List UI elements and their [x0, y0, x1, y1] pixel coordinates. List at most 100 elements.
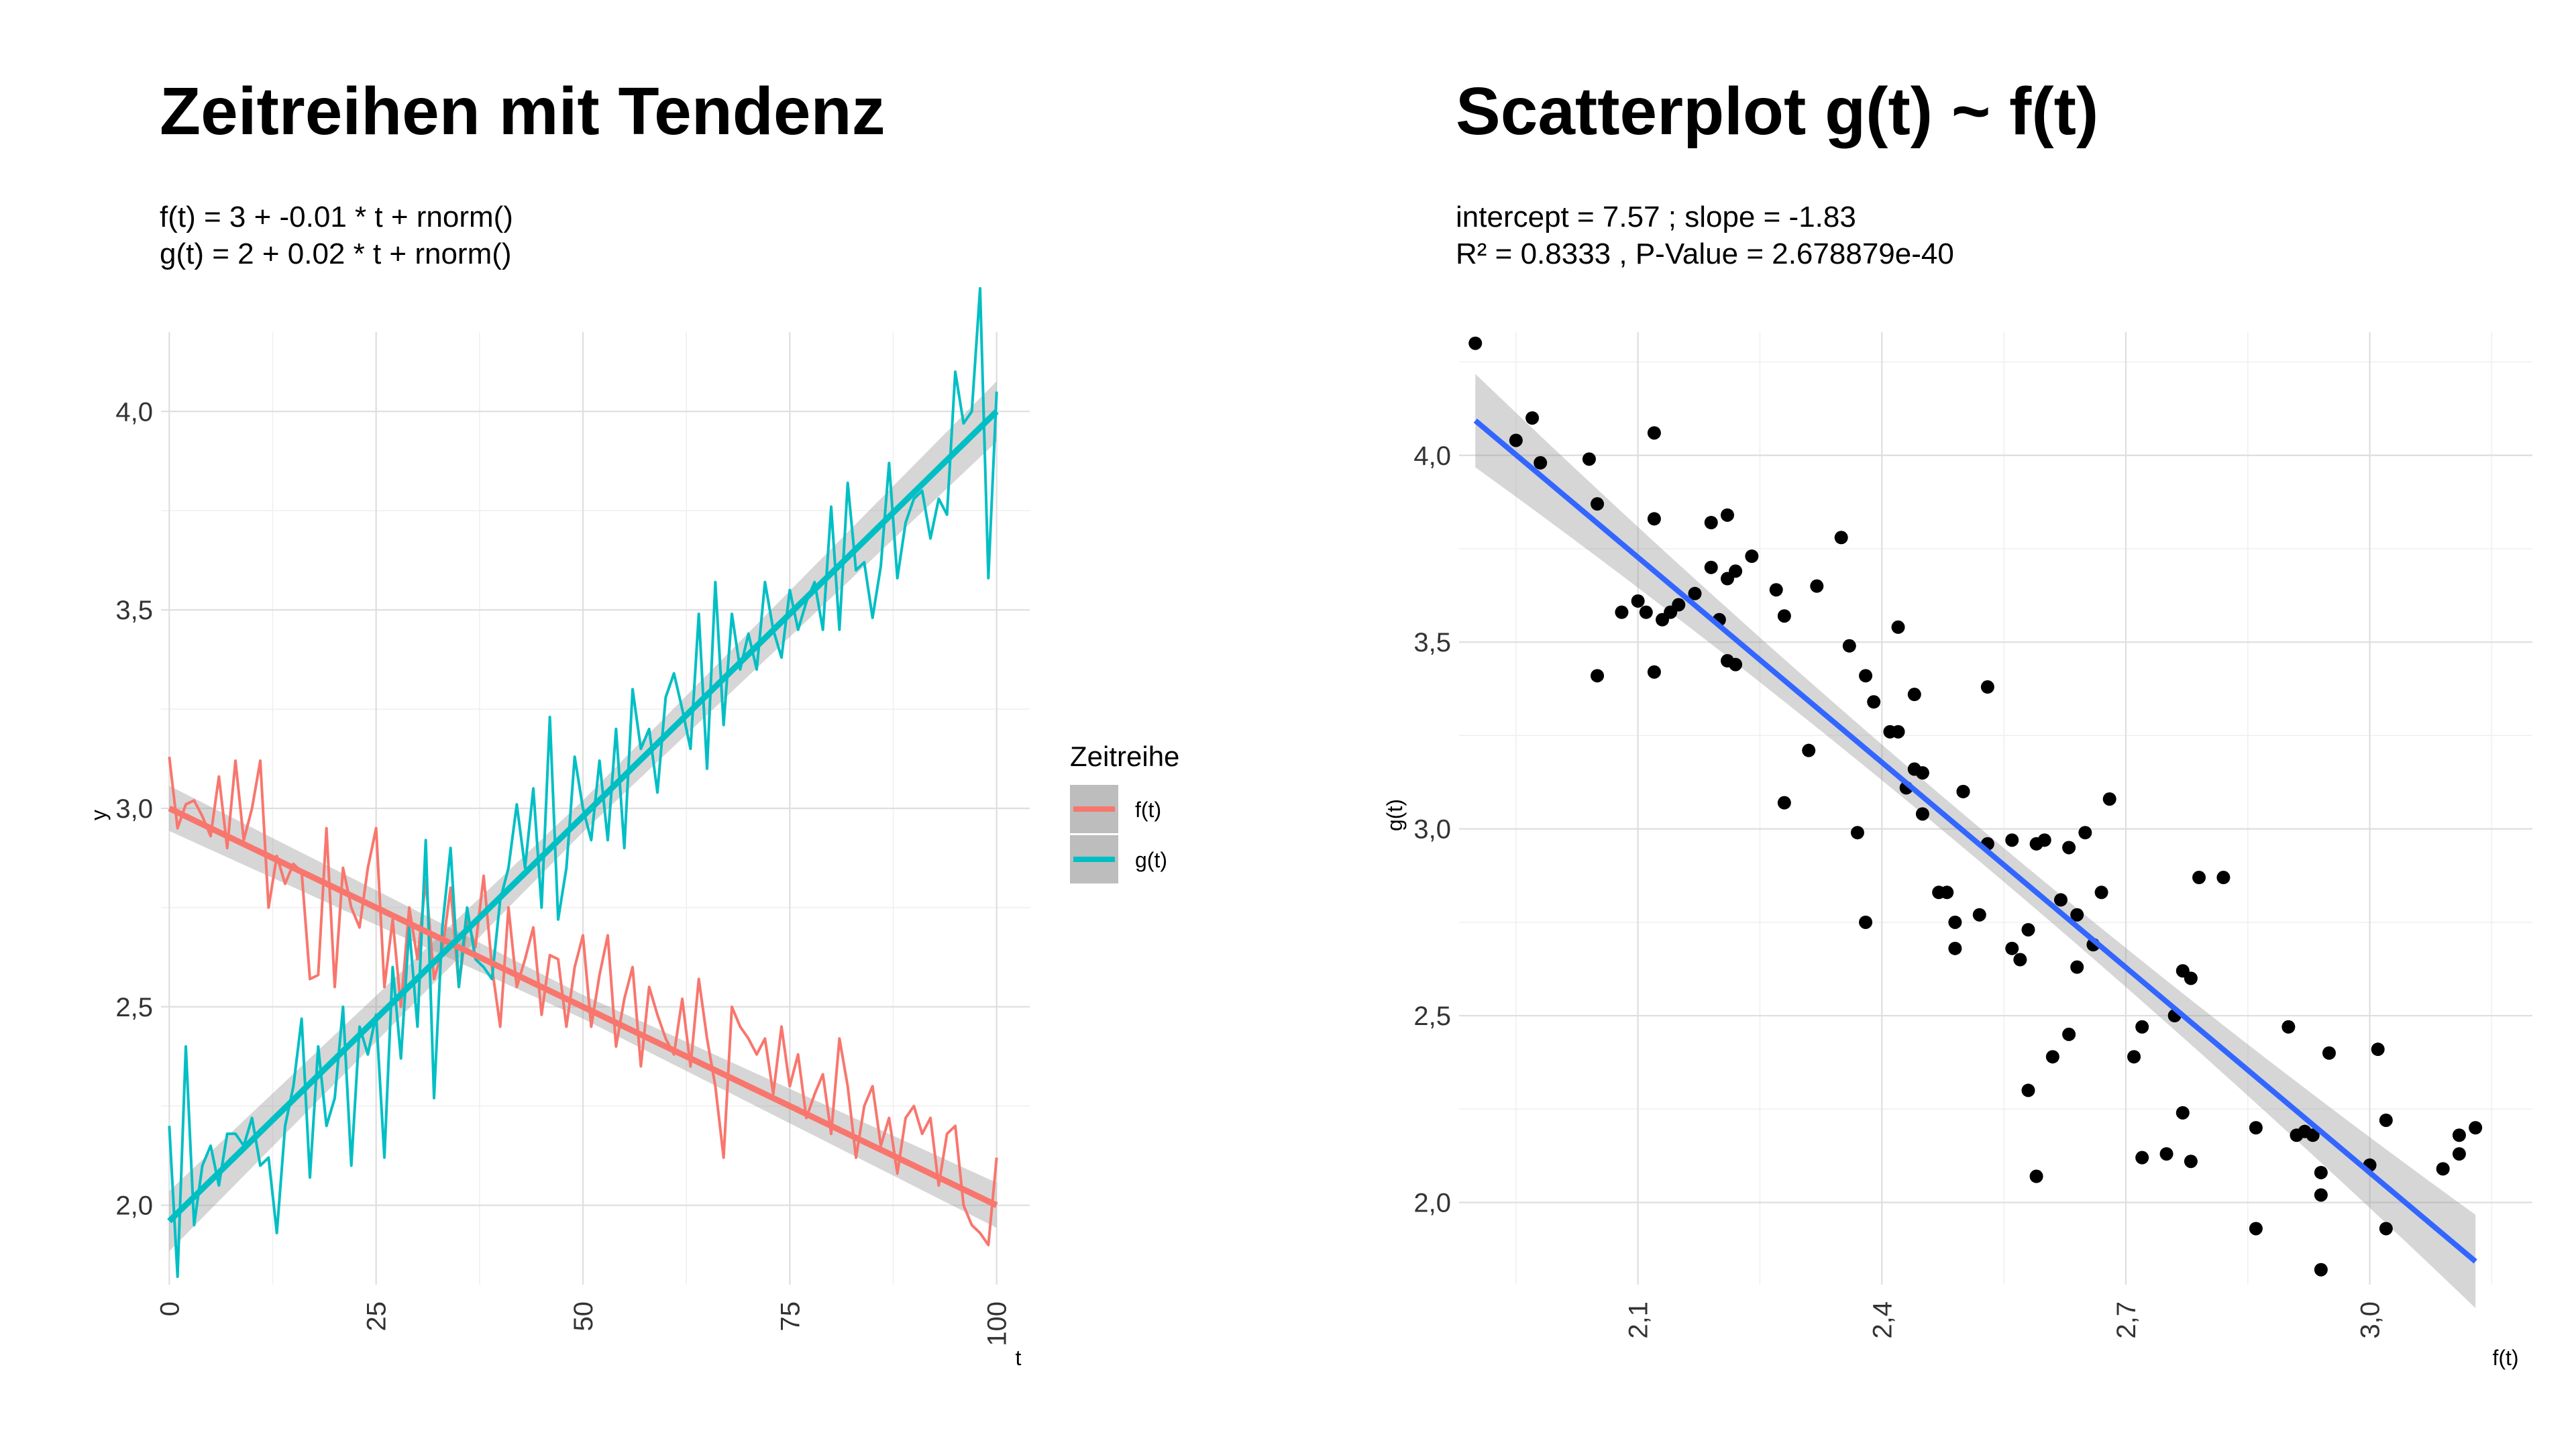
left-chart-trend-lines [167, 409, 999, 1224]
scatter-point [1688, 586, 1702, 600]
scatter-point [2184, 1155, 2198, 1169]
scatter-point [2249, 1121, 2263, 1135]
scatter-point [2306, 1128, 2320, 1142]
scatter-point [1891, 724, 1905, 739]
y-tick-label: 3,5 [115, 596, 153, 625]
scatter-point [2184, 971, 2198, 985]
scatter-point [2029, 1169, 2043, 1183]
trend-line-g [167, 409, 999, 1224]
scatter-point [1867, 695, 1881, 709]
scatter-point [1891, 620, 1905, 634]
scatter-point [1745, 549, 1759, 564]
scatter-point [2021, 1083, 2035, 1097]
left-chart-y-tick-labels: 2,0 2,5 3,0 3,5 4,0 [115, 397, 153, 1220]
legend-title: Zeitreihe [1070, 741, 1179, 772]
scatter-point [2314, 1188, 2328, 1202]
scatter-point [2045, 1050, 2059, 1064]
scatter-point [1915, 807, 1929, 821]
scatter-point [2371, 1042, 2385, 1057]
scatter-point [2282, 1020, 2296, 1034]
scatter-point [1704, 516, 1718, 529]
scatter-point [1729, 564, 1743, 578]
scatter-point [2314, 1165, 2328, 1179]
scatter-point [1468, 336, 1483, 350]
left-chart-x-tick-labels: 0 25 50 75 100 [155, 1301, 1012, 1346]
left-chart-legend: Zeitreihe f(t) g(t) [1070, 741, 1179, 883]
left-chart-subtitle-line-2: g(t) = 2 + 0.02 * t + rnorm() [160, 237, 512, 270]
scatter-point [2013, 953, 2027, 967]
left-chart-title: Zeitreihen mit Tendenz [160, 74, 885, 149]
scatter-point [1509, 433, 1523, 447]
legend-entry-f: f(t) [1070, 785, 1161, 833]
y-tick-label: 3,0 [115, 794, 153, 824]
series-line-g [168, 286, 998, 1279]
right-chart-subtitle-line-1: intercept = 7.57 ; slope = -1.83 [1456, 201, 1856, 233]
scatter-point [2379, 1222, 2393, 1236]
scatter-point [1859, 669, 1873, 683]
scatter-point [2159, 1147, 2174, 1161]
x-tick-label: 25 [362, 1301, 392, 1332]
scatter-point [2176, 1106, 2190, 1120]
y-tick-label: 2,0 [1413, 1188, 1451, 1218]
scatter-point [1631, 594, 1645, 608]
scatter-point [1915, 766, 1929, 780]
x-tick-label: 0 [155, 1301, 184, 1316]
scatter-point [1948, 915, 1962, 929]
scatter-point [2192, 871, 2206, 885]
scatter-point [2062, 841, 2076, 855]
scatter-point [1647, 665, 1661, 679]
scatter-point [1777, 796, 1791, 810]
scatter-point [1907, 688, 1921, 702]
left-chart-y-axis-label: y [87, 810, 111, 820]
scatter-point [1525, 411, 1540, 425]
y-tick-label: 2,0 [115, 1191, 153, 1221]
scatter-point [1777, 609, 1791, 623]
right-chart-y-tick-labels: 2,0 2,5 3,0 3,5 4,0 [1413, 441, 1451, 1218]
scatter-point [1534, 455, 1548, 470]
scatter-point [2216, 871, 2231, 885]
y-tick-label: 3,0 [1413, 815, 1451, 845]
right-chart-fit-line [1473, 418, 2477, 1264]
scatter-point [1647, 426, 1661, 440]
scatter-point [2021, 922, 2035, 936]
y-tick-label: 4,0 [115, 397, 153, 427]
x-tick-label: 3,0 [2356, 1301, 2385, 1339]
scatter-point [1850, 826, 1864, 840]
legend-label-g: g(t) [1135, 848, 1167, 872]
right-chart-x-tick-labels: 2,1 2,4 2,7 3,0 [1624, 1301, 2385, 1339]
scatter-point [1834, 531, 1848, 545]
x-tick-label: 2,4 [1868, 1301, 1897, 1339]
y-tick-label: 4,0 [1413, 441, 1451, 471]
right-chart-title: Scatterplot g(t) ~ f(t) [1456, 74, 2098, 149]
scatter-point [2469, 1121, 2483, 1135]
scatter-point [2452, 1147, 2466, 1161]
scatter-chart: Scatterplot g(t) ~ f(t) intercept = 7.57… [1383, 74, 2532, 1370]
scatter-point [2314, 1263, 2328, 1277]
x-tick-label: 75 [775, 1301, 805, 1332]
x-tick-label: 50 [569, 1301, 598, 1332]
scatter-point [1591, 497, 1605, 511]
scatter-point [2127, 1050, 2141, 1064]
scatter-point [1704, 560, 1718, 574]
legend-entry-g: g(t) [1070, 835, 1167, 883]
scatter-point [2094, 885, 2108, 900]
scatter-point [1615, 605, 1629, 619]
right-chart-grid [1459, 332, 2532, 1285]
scatter-point [2322, 1046, 2336, 1060]
x-tick-label: 2,1 [1624, 1301, 1654, 1339]
left-chart-grid [161, 332, 1030, 1285]
scatter-point [1948, 941, 1962, 955]
x-tick-label: 2,7 [2112, 1301, 2141, 1339]
scatter-point [1980, 680, 1994, 694]
legend-label-f: f(t) [1135, 798, 1161, 822]
scatter-point [2452, 1128, 2466, 1142]
regression-line [1473, 418, 2477, 1264]
scatter-point [2078, 826, 2092, 840]
scatter-point [1972, 908, 1986, 922]
timeseries-chart: Zeitreihen mit Tendenz f(t) = 3 + -0.01 … [87, 74, 1179, 1370]
left-chart-subtitle-line-1: f(t) = 3 + -0.01 * t + rnorm() [160, 201, 513, 233]
scatter-point [2070, 960, 2084, 974]
scatter-point [1591, 669, 1605, 683]
scatter-point [1647, 512, 1661, 526]
